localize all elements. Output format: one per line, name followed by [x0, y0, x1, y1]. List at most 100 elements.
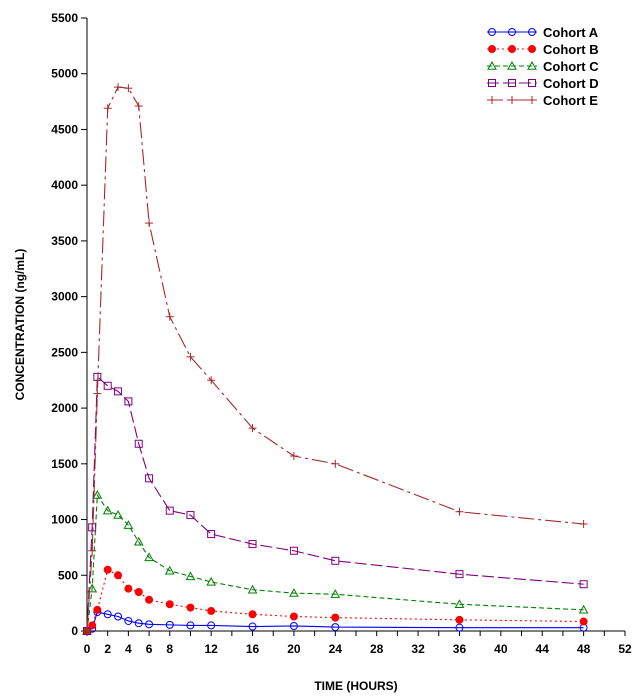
data-point: [114, 387, 123, 396]
x-axis-title: TIME (HOURS): [314, 679, 397, 693]
data-point: [578, 604, 589, 614]
x-tick-label: 44: [536, 642, 550, 656]
data-point: [331, 623, 340, 632]
data-point: [455, 570, 464, 579]
data-point: [579, 520, 588, 529]
series-e: [83, 83, 588, 635]
data-point: [145, 595, 154, 604]
legend-label: Cohort D: [543, 76, 599, 91]
legend-marker: [508, 28, 516, 36]
data-point: [455, 623, 464, 632]
data-point: [114, 571, 123, 580]
data-point: [331, 613, 340, 622]
legend-item: Cohort B: [487, 42, 599, 57]
legend-item: Cohort D: [487, 76, 599, 91]
x-tick-label: 16: [246, 642, 260, 656]
data-point: [248, 540, 257, 549]
y-tick-label: 2000: [51, 401, 78, 415]
x-tick-label: 36: [453, 642, 467, 656]
y-tick-label: 1000: [51, 513, 78, 527]
data-point: [289, 588, 299, 597]
data-point: [134, 102, 143, 111]
legend-label: Cohort C: [543, 59, 599, 74]
data-point: [454, 599, 465, 608]
data-point: [103, 104, 112, 113]
legend-marker: [488, 28, 496, 36]
y-tick-label: 5000: [51, 67, 78, 81]
data-point: [145, 620, 154, 629]
series-line: [86, 375, 584, 632]
data-point: [207, 376, 216, 385]
data-point: [207, 621, 216, 630]
data-point: [93, 605, 102, 614]
legend-label: Cohort E: [543, 93, 598, 108]
data-point: [331, 459, 340, 468]
y-tick-label: 500: [58, 568, 78, 582]
data-point: [113, 510, 123, 519]
x-tick-label: 12: [204, 642, 218, 656]
series-line: [86, 568, 584, 632]
data-point: [186, 621, 195, 630]
data-point: [289, 452, 298, 461]
legend-marker: [528, 28, 536, 36]
legend-marker: [528, 96, 536, 104]
data-point: [455, 615, 464, 624]
data-point: [134, 619, 143, 628]
legend-marker: [528, 45, 536, 53]
y-tick-label: 4000: [51, 178, 78, 192]
legend-marker: [508, 79, 516, 87]
data-point: [114, 83, 123, 92]
data-point: [248, 622, 257, 631]
y-tick-label: 3000: [51, 290, 78, 304]
data-point: [330, 589, 341, 598]
x-tick-label: 20: [287, 642, 301, 656]
legend-item: Cohort C: [487, 59, 599, 74]
axes: 0 500 1000 1500 2000 2500 3000 3500 4000 4500 5000…: [51, 11, 632, 656]
y-tick-label: 1500: [51, 457, 78, 471]
data-point: [145, 474, 154, 483]
data-point: [289, 612, 298, 621]
legend-marker: [528, 79, 536, 87]
legend-item: Cohort E: [487, 93, 598, 108]
data-point: [114, 612, 123, 621]
x-tick-label: 48: [577, 642, 591, 656]
x-tick-label: 52: [618, 642, 632, 656]
x-tick-label: 0: [84, 642, 91, 656]
x-tick-label: 8: [166, 642, 173, 656]
y-tick-label: 0: [71, 624, 78, 638]
data-point: [455, 507, 464, 516]
legend-marker: [488, 96, 496, 104]
data-point: [185, 571, 196, 581]
y-axis-title: CONCENTRATION (ng/mL): [13, 249, 27, 401]
data-point: [186, 511, 195, 520]
legend-marker: [508, 45, 516, 53]
legend-marker: [488, 79, 496, 87]
legend-label: Cohort B: [543, 42, 599, 57]
legend-item: Cohort A: [487, 25, 599, 40]
series-d: [83, 372, 588, 635]
data-point: [144, 552, 154, 562]
data-point: [124, 397, 133, 406]
y-tick-label: 3500: [51, 234, 78, 248]
legend: Cohort A Cohort B Cohort C Cohort D Cohort E: [487, 25, 599, 108]
data-point: [124, 584, 133, 593]
x-tick-label: 24: [329, 642, 343, 656]
series-b: [83, 565, 588, 635]
data-point: [103, 610, 112, 619]
data-point: [186, 352, 195, 361]
series-line: [86, 611, 584, 632]
data-point: [102, 505, 113, 515]
data-point: [165, 506, 174, 515]
data-point: [134, 439, 143, 448]
data-point: [289, 621, 298, 630]
data-point: [247, 584, 258, 594]
data-point: [124, 616, 133, 625]
data-point: [145, 219, 154, 228]
y-tick-label: 5500: [51, 11, 78, 25]
data-point: [164, 565, 175, 575]
data-point: [165, 620, 174, 629]
data-point: [248, 424, 257, 433]
legend-marker: [507, 60, 517, 70]
data-point: [133, 536, 144, 546]
